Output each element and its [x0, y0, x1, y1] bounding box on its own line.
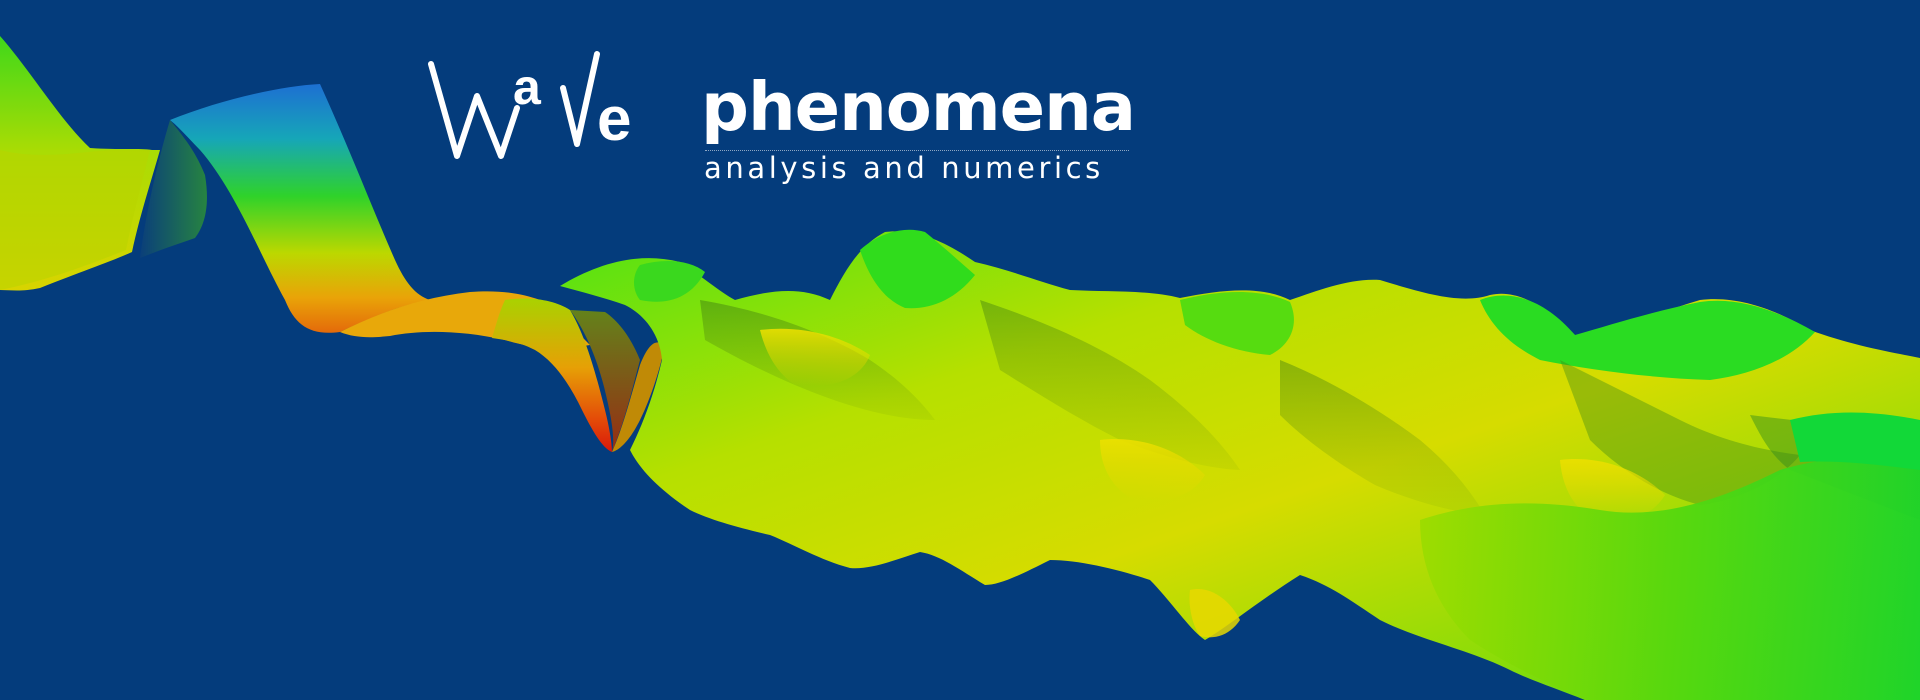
trough-back-wall: [570, 310, 640, 452]
wave-phenomena-logo: a e phenomena analysis and numerics: [425, 48, 1145, 188]
crest-left: [634, 260, 705, 302]
logo-title: phenomena: [701, 68, 1136, 146]
trough-front-lip: [612, 342, 665, 452]
crest-right-top: [1480, 295, 1815, 380]
right-wave-mass: [1420, 457, 1920, 700]
logo-letter-e: e: [597, 85, 631, 154]
logo-v-stroke: [560, 51, 600, 147]
yellow-patch-4: [1189, 589, 1240, 638]
ridge-shadow-4: [1560, 360, 1800, 505]
crest-peak-center: [860, 229, 975, 309]
yellow-patch-3: [1560, 459, 1665, 521]
wave-logo-mark: a e: [428, 51, 631, 159]
yellow-patch-2: [1100, 439, 1205, 501]
ribbon-inner-shade: [140, 120, 207, 258]
crest-mid: [1180, 292, 1294, 355]
ribbon-fold: [170, 84, 430, 333]
ridge-shadow-3: [1280, 360, 1485, 515]
right-edge-crest: [1790, 412, 1920, 470]
logo-letter-a: a: [513, 59, 542, 115]
ridge-shadow-2: [980, 300, 1240, 470]
logo-subtitle: analysis and numerics: [704, 151, 1104, 185]
left-band-shadow: [0, 150, 150, 290]
logo-w-stroke: [428, 61, 520, 159]
deep-trough: [492, 298, 612, 452]
yellow-patch-1: [760, 328, 870, 387]
logo-dotted-divider: [705, 150, 1129, 151]
